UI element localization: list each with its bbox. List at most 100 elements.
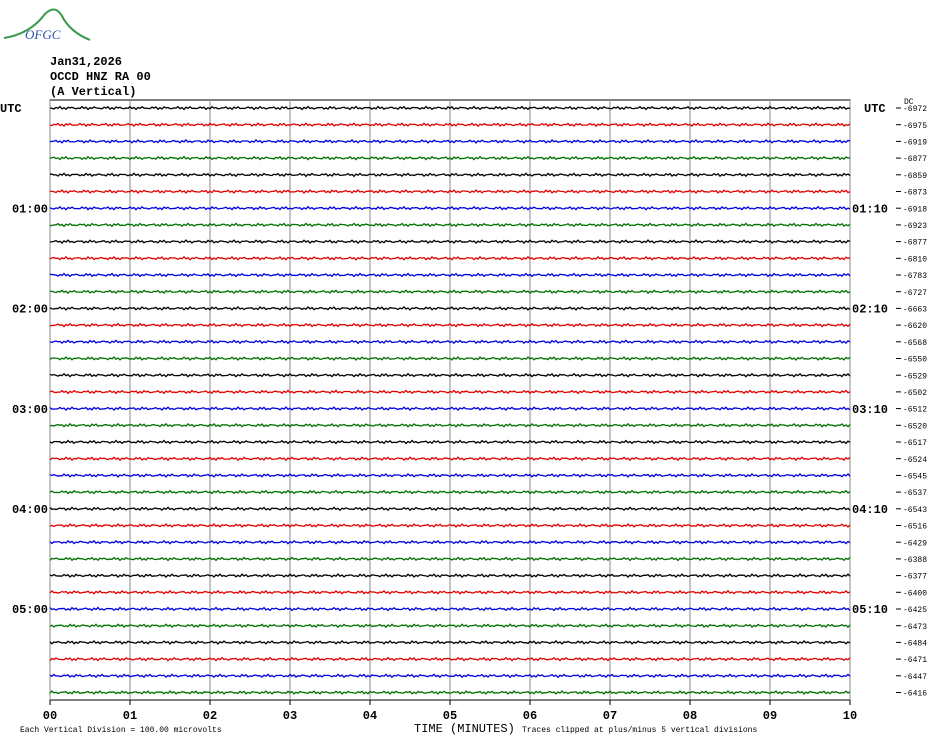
dc-value: -6550 <box>903 356 927 365</box>
row-time-right: 03:10 <box>852 403 888 417</box>
x-tick-label: 07 <box>603 709 617 723</box>
dc-value: -6877 <box>903 155 927 164</box>
trace <box>49 639 851 645</box>
dc-value: -6923 <box>903 222 927 231</box>
trace <box>49 489 851 495</box>
trace <box>49 322 851 328</box>
dc-value: -6620 <box>903 322 927 331</box>
station: OCCD HNZ RA 00 <box>50 70 151 84</box>
dc-value: -6877 <box>903 239 927 248</box>
footer-right: Traces clipped at plus/minus 5 vertical … <box>522 726 757 735</box>
dc-value: -6502 <box>903 389 927 398</box>
trace <box>49 422 851 428</box>
trace <box>49 155 851 161</box>
dc-value: -6524 <box>903 456 927 465</box>
dc-value: -6447 <box>903 673 927 682</box>
row-time-left: UTC <box>0 102 22 116</box>
trace <box>49 539 851 545</box>
dc-value: -6859 <box>903 172 927 181</box>
date: Jan31,2026 <box>50 55 122 69</box>
trace <box>49 456 851 462</box>
trace <box>49 623 851 629</box>
dc-value: -6545 <box>903 473 927 482</box>
row-time-right: 01:10 <box>852 202 888 216</box>
trace <box>49 472 851 478</box>
trace <box>49 690 851 695</box>
dc-value: -6537 <box>903 489 927 498</box>
trace <box>49 122 851 128</box>
dc-value: -6484 <box>903 640 927 649</box>
x-tick-label: 04 <box>363 709 377 723</box>
dc-label: DC <box>904 98 914 107</box>
row-time-left: 05:00 <box>12 603 48 617</box>
x-tick-label: 00 <box>43 709 57 723</box>
dc-value: -6529 <box>903 372 927 381</box>
logo-text: OFGC <box>25 27 61 42</box>
trace <box>49 673 851 679</box>
row-time-right: UTC <box>864 102 886 116</box>
dc-value: -6873 <box>903 189 927 198</box>
x-tick-label: 01 <box>123 709 137 723</box>
x-tick-label: 09 <box>763 709 777 723</box>
trace <box>49 523 851 528</box>
trace <box>49 339 851 345</box>
dc-value: -6517 <box>903 439 927 448</box>
dc-value: -6416 <box>903 690 927 699</box>
dc-value: -6810 <box>903 255 927 264</box>
x-tick-label: 06 <box>523 709 537 723</box>
dc-value: -6425 <box>903 606 927 615</box>
x-tick-label: 08 <box>683 709 697 723</box>
trace <box>49 289 851 295</box>
trace <box>49 172 851 178</box>
footer-left: Each Vertical Division = 100.00 microvol… <box>20 726 222 735</box>
dc-value: -6377 <box>903 573 927 582</box>
x-axis-label: TIME (MINUTES) <box>414 722 515 736</box>
dc-value: -6520 <box>903 422 927 431</box>
trace <box>49 222 851 228</box>
dc-value: -6400 <box>903 589 927 598</box>
trace <box>49 356 851 361</box>
dc-value: -6568 <box>903 339 927 348</box>
trace <box>49 272 851 278</box>
dc-value: -6727 <box>903 289 927 298</box>
trace <box>49 556 851 562</box>
row-time-left: 01:00 <box>12 202 48 216</box>
dc-value: -6663 <box>903 306 927 315</box>
dc-value: -6516 <box>903 523 927 532</box>
trace <box>49 389 851 395</box>
dc-value: -6388 <box>903 556 927 565</box>
trace <box>49 205 851 211</box>
row-time-right: 05:10 <box>852 603 888 617</box>
trace <box>49 189 851 194</box>
row-time-right: 04:10 <box>852 503 888 517</box>
trace <box>49 372 851 378</box>
x-tick-label: 10 <box>843 709 857 723</box>
dc-value: -6918 <box>903 205 927 214</box>
dc-value: -6972 <box>903 105 927 114</box>
trace <box>49 138 851 144</box>
x-tick-label: 05 <box>443 709 457 723</box>
trace <box>49 589 851 595</box>
dc-value: -6543 <box>903 506 927 515</box>
trace <box>49 406 851 412</box>
trace <box>49 255 851 261</box>
trace <box>49 656 851 662</box>
trace <box>49 573 851 579</box>
logo: OFGC <box>3 8 91 42</box>
x-tick-label: 02 <box>203 709 217 723</box>
dc-value: -6512 <box>903 406 927 415</box>
dc-value: -6473 <box>903 623 927 632</box>
dc-value: -6975 <box>903 122 927 131</box>
dc-value: -6429 <box>903 539 927 548</box>
row-time-left: 04:00 <box>12 503 48 517</box>
trace <box>49 105 851 111</box>
trace <box>49 306 851 311</box>
dc-value: -6783 <box>903 272 927 281</box>
dc-value: -6919 <box>903 139 927 148</box>
row-time-left: 02:00 <box>12 303 48 317</box>
trace <box>49 439 851 445</box>
trace <box>49 506 851 512</box>
logo-curve <box>3 8 91 41</box>
dc-value: -6471 <box>903 656 927 665</box>
